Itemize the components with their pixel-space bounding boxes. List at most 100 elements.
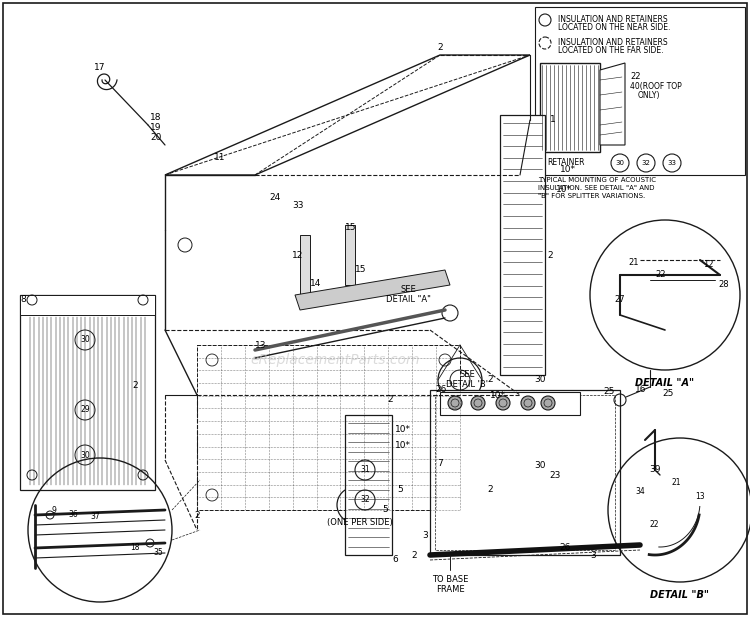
Text: 2: 2 xyxy=(548,251,553,260)
Text: 30: 30 xyxy=(616,160,625,166)
Text: 6: 6 xyxy=(392,555,398,565)
Text: RETAINER: RETAINER xyxy=(547,158,584,167)
Text: 21: 21 xyxy=(672,478,682,487)
Text: SEE: SEE xyxy=(400,285,416,294)
Text: 15: 15 xyxy=(345,223,356,233)
Text: 23: 23 xyxy=(549,471,561,479)
Text: 26: 26 xyxy=(560,544,571,552)
Text: ONLY): ONLY) xyxy=(638,91,661,100)
Text: 36: 36 xyxy=(68,510,78,519)
Text: 35: 35 xyxy=(153,548,163,557)
Circle shape xyxy=(448,396,462,410)
Text: 12: 12 xyxy=(292,251,303,260)
Circle shape xyxy=(496,396,510,410)
Text: INSULATION AND RETAINERS: INSULATION AND RETAINERS xyxy=(558,38,668,47)
Text: 18: 18 xyxy=(150,114,161,123)
Polygon shape xyxy=(500,115,545,375)
Text: 10*: 10* xyxy=(490,391,506,399)
Text: (ONE PER SIDE): (ONE PER SIDE) xyxy=(327,518,393,527)
Text: 8: 8 xyxy=(20,296,26,305)
Text: 10*: 10* xyxy=(395,426,411,434)
Text: 22: 22 xyxy=(655,270,665,279)
Text: 5: 5 xyxy=(382,505,388,514)
Text: DETAIL "B": DETAIL "B" xyxy=(650,590,710,600)
Text: 2: 2 xyxy=(488,376,493,384)
Text: 40(ROOF TOP: 40(ROOF TOP xyxy=(630,82,682,91)
Text: 16: 16 xyxy=(635,386,646,394)
Text: 14: 14 xyxy=(310,278,321,288)
Text: 32: 32 xyxy=(641,160,650,166)
Text: SEE: SEE xyxy=(459,370,475,379)
Text: 17: 17 xyxy=(94,64,106,73)
Text: DETAIL 'B': DETAIL 'B' xyxy=(446,380,488,389)
Text: 30: 30 xyxy=(80,450,90,460)
Text: 27: 27 xyxy=(614,295,625,304)
Text: INSULATION. SEE DETAIL "A" AND: INSULATION. SEE DETAIL "A" AND xyxy=(538,185,655,191)
Text: 3: 3 xyxy=(590,550,596,560)
Text: 2: 2 xyxy=(132,381,138,389)
Polygon shape xyxy=(345,225,355,285)
Polygon shape xyxy=(345,415,392,555)
Polygon shape xyxy=(20,295,155,315)
Text: 13: 13 xyxy=(695,492,705,501)
Text: TO BASE: TO BASE xyxy=(432,575,468,584)
Text: 30: 30 xyxy=(534,460,546,470)
Text: 26: 26 xyxy=(435,386,446,394)
Polygon shape xyxy=(20,295,155,490)
Text: 2: 2 xyxy=(194,510,200,520)
Polygon shape xyxy=(300,235,310,295)
Text: TYPICAL MOUNTING OF ACOUSTIC: TYPICAL MOUNTING OF ACOUSTIC xyxy=(538,177,656,183)
Polygon shape xyxy=(440,392,580,415)
Polygon shape xyxy=(535,7,745,175)
Text: 28: 28 xyxy=(718,280,728,289)
Text: INSULATION AND RETAINERS: INSULATION AND RETAINERS xyxy=(558,15,668,24)
Text: 25: 25 xyxy=(603,387,614,397)
Text: 18: 18 xyxy=(130,543,140,552)
Text: 25: 25 xyxy=(662,389,674,397)
Text: 19: 19 xyxy=(150,123,161,133)
Text: 2: 2 xyxy=(488,486,493,494)
Text: 39: 39 xyxy=(650,465,661,474)
Circle shape xyxy=(471,396,485,410)
Text: FRAME: FRAME xyxy=(436,585,464,594)
Text: DETAIL "A": DETAIL "A" xyxy=(635,378,694,388)
Text: 10*: 10* xyxy=(395,441,411,450)
Text: 33: 33 xyxy=(292,201,304,210)
Text: 10*: 10* xyxy=(556,186,572,194)
Polygon shape xyxy=(430,390,620,555)
Text: 22: 22 xyxy=(650,520,659,529)
Text: 30: 30 xyxy=(80,336,90,344)
Text: 11: 11 xyxy=(214,154,226,162)
Text: LOCATED ON THE NEAR SIDE.: LOCATED ON THE NEAR SIDE. xyxy=(558,23,670,32)
Text: 32: 32 xyxy=(360,495,370,505)
Text: 9: 9 xyxy=(52,506,57,515)
Circle shape xyxy=(521,396,535,410)
Text: DETAIL "A": DETAIL "A" xyxy=(386,295,430,304)
Text: 20: 20 xyxy=(150,133,161,143)
Text: 21: 21 xyxy=(628,258,638,267)
Text: 2: 2 xyxy=(387,395,393,405)
Text: 2: 2 xyxy=(437,43,442,51)
Text: 33: 33 xyxy=(668,160,676,166)
Text: LOCATED ON THE FAR SIDE.: LOCATED ON THE FAR SIDE. xyxy=(558,46,664,55)
Text: 37: 37 xyxy=(90,512,100,521)
Text: 7: 7 xyxy=(437,458,442,468)
Circle shape xyxy=(541,396,555,410)
Text: 13: 13 xyxy=(255,341,266,349)
Text: 22: 22 xyxy=(630,72,640,81)
Text: 3: 3 xyxy=(422,531,427,539)
Text: 34: 34 xyxy=(635,487,645,496)
Text: "B" FOR SPLITTER VARIATIONS.: "B" FOR SPLITTER VARIATIONS. xyxy=(538,193,645,199)
Text: 31: 31 xyxy=(360,465,370,474)
Polygon shape xyxy=(165,55,530,175)
Text: 15: 15 xyxy=(355,265,367,275)
Text: 12: 12 xyxy=(703,260,713,269)
Text: 1: 1 xyxy=(550,115,556,125)
Polygon shape xyxy=(600,63,625,145)
Text: eReplacementParts.com: eReplacementParts.com xyxy=(251,353,420,367)
Text: 29: 29 xyxy=(80,405,90,415)
Text: 30: 30 xyxy=(534,376,546,384)
Text: 10*: 10* xyxy=(560,165,576,175)
Text: 2: 2 xyxy=(411,550,417,560)
Polygon shape xyxy=(295,270,450,310)
